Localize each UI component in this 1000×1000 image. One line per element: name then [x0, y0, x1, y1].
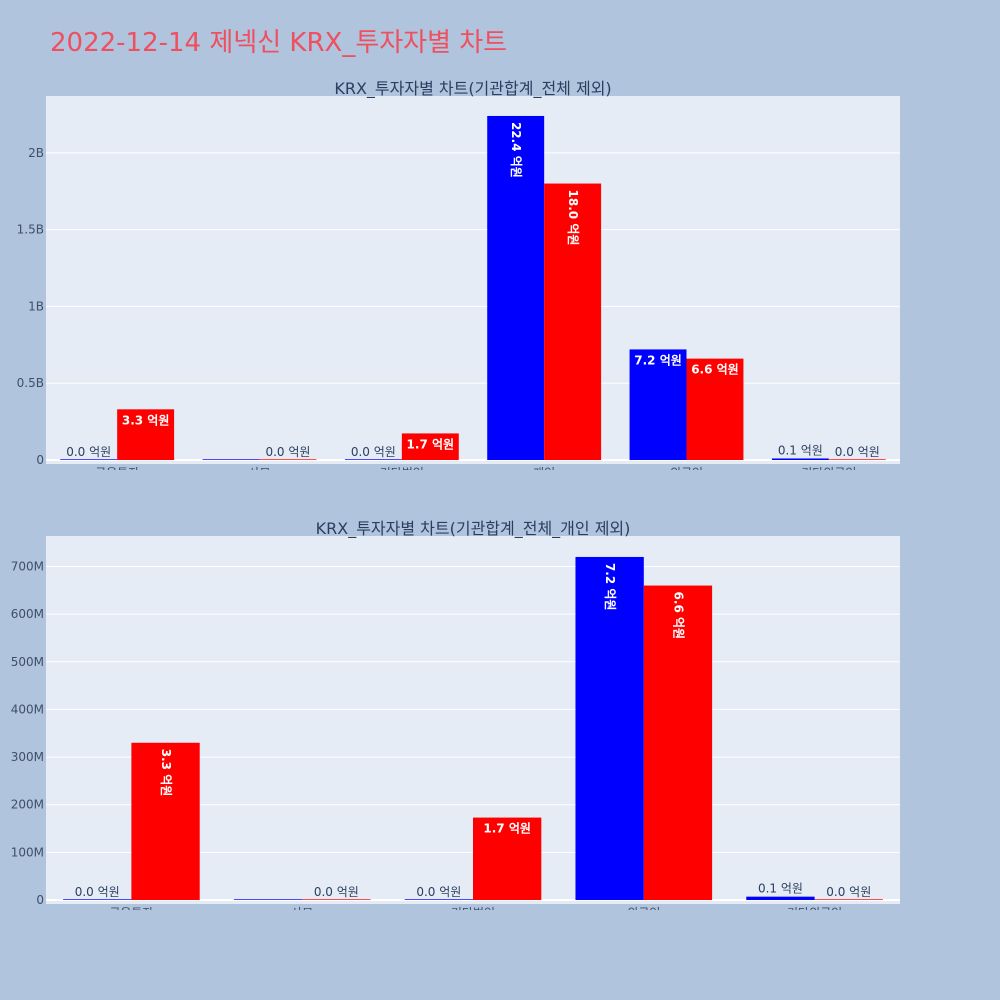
bar	[746, 896, 815, 900]
bar	[404, 899, 473, 900]
y-tick-label: 200M	[11, 798, 44, 812]
x-tick-label: 금융투자	[95, 466, 139, 470]
bar	[544, 183, 602, 460]
data-label: 7.2 억원	[634, 353, 682, 367]
bar	[60, 459, 118, 460]
bar	[117, 409, 175, 460]
bar	[63, 899, 132, 900]
y-tick-label: 0.5B	[17, 376, 44, 390]
y-tick-label: 700M	[11, 559, 44, 573]
data-label: 0.0 억원	[826, 885, 871, 899]
chart-title: KRX_투자자별 차트(기관합계_전체_개인 제외)	[316, 519, 631, 539]
data-label: 0.0 억원	[835, 445, 880, 459]
y-tick-label: 0	[36, 893, 44, 907]
bar	[828, 459, 886, 460]
bar	[202, 459, 260, 460]
bar	[686, 358, 744, 460]
x-tick-label: 외국인	[670, 466, 703, 470]
data-label: 6.6 억원	[691, 363, 739, 377]
plot-area	[46, 96, 900, 464]
bar	[487, 115, 545, 460]
bar	[401, 433, 459, 460]
data-label: 0.0 억원	[75, 885, 120, 899]
y-tick-label: 600M	[11, 607, 44, 621]
data-label: 0.0 억원	[314, 885, 359, 899]
bar	[771, 458, 829, 460]
bar	[302, 899, 371, 900]
bar	[259, 459, 317, 460]
x-tick-label: 기타법인	[451, 906, 495, 910]
bar	[575, 556, 644, 900]
chart-title: KRX_투자자별 차트(기관합계_전체 제외)	[334, 79, 611, 99]
x-tick-label: 기타외국인	[801, 466, 856, 470]
data-label: 0.0 억원	[66, 445, 111, 459]
y-tick-label: 300M	[11, 750, 44, 764]
bar	[131, 742, 200, 900]
data-label: 3.3 억원	[159, 749, 173, 797]
bar	[814, 899, 883, 900]
chart-2: KRX_투자자별 차트(기관합계_전체_개인 제외) 0 100M 200M 300M 4…	[11, 519, 900, 910]
x-tick-label: 사모	[248, 466, 270, 470]
bar	[643, 585, 713, 900]
data-label: 18.0 억원	[566, 190, 580, 246]
page-title: 2022-12-14 제넥신 KRX_투자자별 차트	[50, 28, 508, 58]
data-label: 0.0 억원	[265, 445, 310, 459]
data-label: 0.0 억원	[416, 885, 461, 899]
x-tick-label: 금융투자	[109, 906, 153, 910]
data-label: 0.1 억원	[778, 443, 823, 457]
bar	[473, 817, 542, 900]
y-tick-label: 1.5B	[17, 223, 44, 237]
data-label: 6.6 억원	[671, 592, 685, 640]
data-label: 0.0 억원	[351, 445, 396, 459]
bar	[233, 899, 303, 900]
x-tick-label: 사모	[291, 906, 313, 910]
x-tick-label: 외국인	[627, 906, 660, 910]
y-tick-label: 1B	[28, 299, 44, 313]
y-tick-label: 100M	[11, 845, 44, 859]
y-tick-label: 0	[36, 453, 44, 467]
data-label: 3.3 억원	[122, 413, 170, 427]
data-label: 1.7 억원	[483, 822, 531, 836]
y-tick-label: 2B	[28, 146, 44, 160]
x-tick-label: 기타법인	[380, 466, 424, 470]
data-label: 1.7 억원	[407, 437, 455, 451]
x-tick-label: 기타외국인	[787, 906, 842, 910]
y-tick-label: 500M	[11, 655, 44, 669]
bar	[344, 459, 402, 460]
data-label: 0.1 억원	[758, 882, 803, 896]
y-tick-label: 400M	[11, 702, 44, 716]
data-label: 7.2 억원	[603, 563, 617, 611]
x-tick-label: 개인	[533, 466, 555, 470]
bar	[629, 349, 687, 460]
data-label: 22.4 억원	[509, 122, 523, 178]
chart-1: KRX_투자자별 차트(기관합계_전체 제외) 0 0.5B 1B 1.5B 2B 0.0 …	[17, 79, 900, 470]
